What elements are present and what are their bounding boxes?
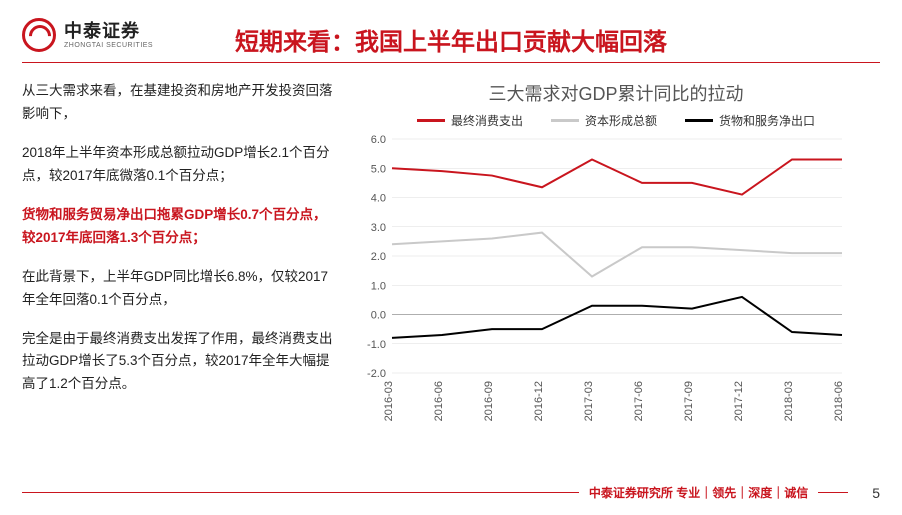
- svg-text:2017-06: 2017-06: [633, 381, 645, 421]
- svg-text:1.0: 1.0: [371, 280, 386, 292]
- legend-item: 货物和服务净出口: [685, 112, 815, 129]
- svg-text:2017-03: 2017-03: [583, 381, 595, 421]
- legend-label: 最终消费支出: [451, 112, 523, 129]
- svg-text:5.0: 5.0: [371, 163, 386, 175]
- svg-text:-1.0: -1.0: [367, 339, 386, 351]
- svg-text:3.0: 3.0: [371, 222, 386, 234]
- footer-line-right: [818, 492, 848, 493]
- legend-item: 资本形成总额: [551, 112, 657, 129]
- svg-text:2.0: 2.0: [371, 251, 386, 263]
- legend-swatch: [417, 119, 445, 122]
- page-number: 5: [872, 485, 880, 501]
- body-paragraph: 从三大需求来看，在基建投资和房地产开发投资回落影响下，: [22, 80, 334, 126]
- svg-text:2016-03: 2016-03: [383, 381, 395, 421]
- chart-legend: 最终消费支出 资本形成总额 货物和服务净出口: [352, 112, 880, 129]
- body-paragraph: 2018年上半年资本形成总额拉动GDP增长2.1个百分点，较2017年底微落0.…: [22, 142, 334, 188]
- text-column: 从三大需求来看，在基建投资和房地产开发投资回落影响下， 2018年上半年资本形成总…: [22, 80, 352, 465]
- line-chart: -2.0 -1.0 0.0 1.0 2.0 3.0 4.0 5.0 6.0 2016-03 2016…: [352, 133, 852, 433]
- divider-top: [22, 62, 880, 63]
- legend-swatch: [551, 119, 579, 122]
- chart-title: 三大需求对GDP累计同比的拉动: [352, 80, 880, 106]
- body-paragraph: 在此背景下，上半年GDP同比增长6.8%，仅较2017年全年回落0.1个百分点，: [22, 266, 334, 312]
- svg-text:4.0: 4.0: [371, 193, 386, 205]
- legend-label: 货物和服务净出口: [719, 112, 815, 129]
- svg-text:2017-09: 2017-09: [683, 381, 695, 421]
- footer-text: 中泰证券研究所 专业｜领先｜深度｜诚信: [579, 484, 818, 501]
- svg-text:-2.0: -2.0: [367, 368, 386, 380]
- body-paragraph: 完全是由于最终消费支出发挥了作用，最终消费支出拉动GDP增长了5.3个百分点，较…: [22, 328, 334, 397]
- svg-text:2018-06: 2018-06: [833, 381, 845, 421]
- page-title: 短期来看：我国上半年出口贡献大幅回落: [0, 22, 902, 57]
- svg-text:2016-06: 2016-06: [433, 381, 445, 421]
- svg-text:0.0: 0.0: [371, 310, 386, 322]
- svg-text:2018-03: 2018-03: [783, 381, 795, 421]
- footer: 中泰证券研究所 专业｜领先｜深度｜诚信 5: [22, 484, 880, 501]
- legend-swatch: [685, 119, 713, 122]
- footer-line-left: [22, 492, 579, 493]
- body-paragraph: 货物和服务贸易净出口拖累GDP增长0.7个百分点，较2017年底回落1.3个百分…: [22, 204, 334, 250]
- svg-text:6.0: 6.0: [371, 134, 386, 146]
- svg-text:2017-12: 2017-12: [733, 381, 745, 421]
- chart-area: 三大需求对GDP累计同比的拉动 最终消费支出 资本形成总额 货物和服务净出口 -2.…: [352, 80, 880, 465]
- legend-label: 资本形成总额: [585, 112, 657, 129]
- legend-item: 最终消费支出: [417, 112, 523, 129]
- svg-text:2016-09: 2016-09: [483, 381, 495, 421]
- svg-text:2016-12: 2016-12: [533, 381, 545, 421]
